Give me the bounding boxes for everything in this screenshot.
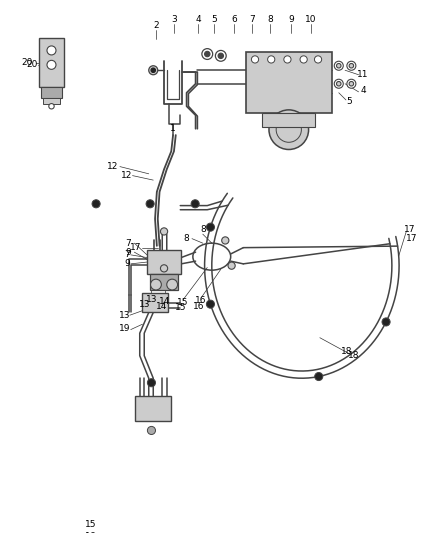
Text: 13: 13 (119, 311, 130, 320)
Text: 4: 4 (195, 15, 201, 25)
Bar (150, 274, 178, 290)
Circle shape (336, 82, 341, 86)
Text: 9: 9 (124, 260, 130, 268)
Circle shape (47, 60, 56, 69)
Text: 17: 17 (406, 234, 417, 243)
Circle shape (382, 318, 390, 326)
Text: 17: 17 (130, 243, 141, 252)
Text: 20: 20 (21, 58, 32, 67)
Circle shape (300, 56, 307, 63)
Circle shape (108, 532, 117, 533)
Text: 8: 8 (184, 234, 190, 243)
Text: 3: 3 (171, 15, 177, 25)
Circle shape (334, 79, 343, 88)
Circle shape (108, 520, 117, 529)
Text: 1: 1 (170, 124, 176, 133)
Circle shape (151, 68, 155, 72)
Bar (140, 513, 169, 533)
Circle shape (349, 63, 353, 68)
Bar (39, 38, 64, 87)
Circle shape (215, 51, 226, 61)
Circle shape (148, 426, 155, 434)
Bar (135, 396, 171, 422)
Circle shape (47, 46, 56, 55)
Circle shape (202, 49, 213, 60)
Text: 17: 17 (404, 225, 416, 234)
Circle shape (206, 223, 215, 231)
Circle shape (269, 110, 309, 149)
Text: 13: 13 (146, 295, 157, 304)
Bar (262, 114, 315, 127)
Text: 12: 12 (107, 162, 118, 171)
Text: 7: 7 (124, 251, 130, 260)
Text: 19: 19 (119, 324, 130, 333)
Text: 16: 16 (194, 302, 205, 311)
Bar (142, 293, 168, 312)
Text: 18: 18 (341, 346, 353, 356)
Circle shape (314, 373, 323, 381)
Circle shape (276, 117, 301, 142)
Circle shape (268, 56, 275, 63)
Bar (41, 87, 62, 98)
Circle shape (334, 61, 343, 70)
Text: 8: 8 (200, 225, 206, 234)
Text: 15: 15 (85, 520, 96, 529)
Text: 16: 16 (85, 532, 96, 533)
Text: 20: 20 (26, 60, 37, 69)
Text: 16: 16 (195, 296, 207, 305)
Circle shape (228, 262, 235, 269)
Circle shape (222, 237, 229, 244)
Circle shape (314, 56, 321, 63)
Circle shape (49, 103, 54, 109)
Bar (43, 98, 60, 103)
Circle shape (347, 79, 356, 88)
Circle shape (160, 228, 168, 235)
Circle shape (205, 51, 210, 56)
Circle shape (191, 200, 199, 208)
Circle shape (151, 279, 161, 290)
Circle shape (206, 300, 215, 308)
Circle shape (349, 82, 353, 86)
Text: 2: 2 (153, 21, 159, 30)
Text: 6: 6 (231, 15, 237, 25)
Text: 4: 4 (360, 86, 366, 94)
Circle shape (218, 53, 223, 59)
Text: 7: 7 (249, 15, 255, 25)
Circle shape (251, 56, 258, 63)
Text: 10: 10 (305, 15, 317, 25)
Circle shape (110, 522, 115, 527)
Circle shape (148, 378, 155, 387)
Bar (246, 52, 332, 114)
Circle shape (146, 200, 154, 208)
Text: 5: 5 (212, 15, 217, 25)
Text: 14: 14 (159, 297, 171, 306)
Text: 13: 13 (139, 300, 151, 309)
Circle shape (149, 66, 158, 75)
Circle shape (92, 200, 100, 208)
Circle shape (150, 303, 157, 310)
Text: 5: 5 (347, 97, 353, 106)
Text: 11: 11 (357, 70, 369, 79)
Circle shape (347, 61, 356, 70)
Circle shape (336, 63, 341, 68)
Text: 9: 9 (125, 248, 131, 257)
Text: 7: 7 (125, 239, 131, 248)
Text: 15: 15 (175, 303, 187, 312)
Text: 18: 18 (348, 351, 360, 360)
Text: 15: 15 (177, 298, 189, 307)
Text: 12: 12 (120, 171, 132, 180)
Text: 9: 9 (288, 15, 294, 25)
Circle shape (160, 265, 168, 272)
Circle shape (167, 279, 177, 290)
Text: 8: 8 (268, 15, 273, 25)
Circle shape (284, 56, 291, 63)
Bar (147, 251, 181, 274)
Text: 14: 14 (155, 302, 167, 311)
